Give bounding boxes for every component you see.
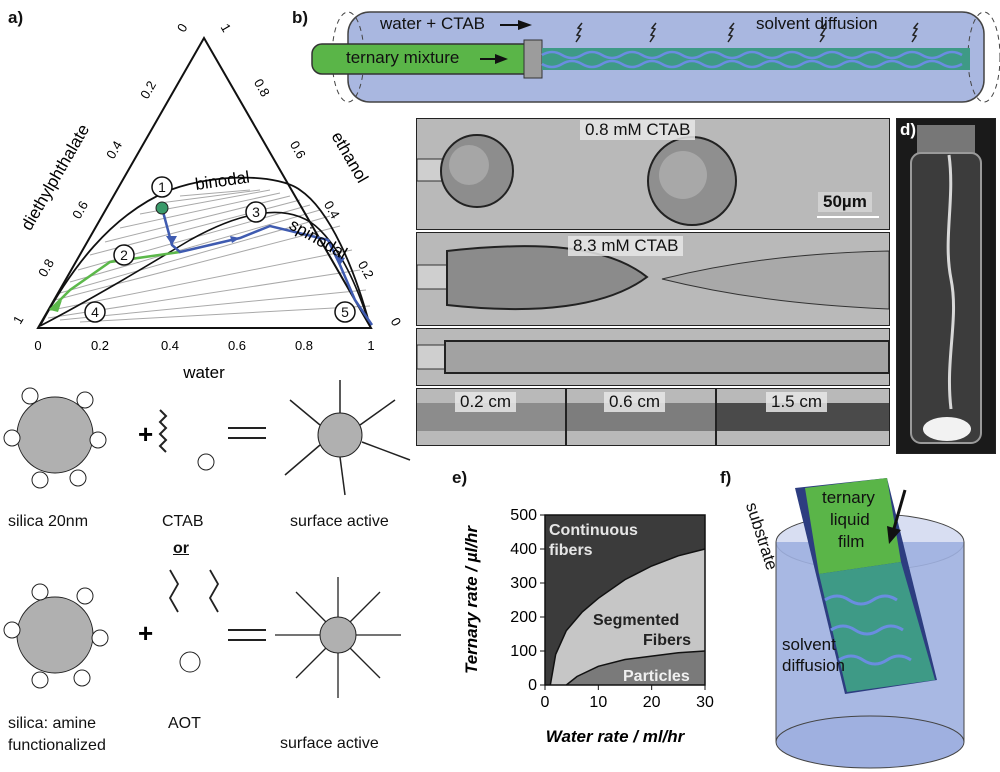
amine-label-2: functionalized <box>8 737 106 754</box>
x-tick-label: 30 <box>696 694 714 711</box>
point-4: 4 <box>91 304 99 320</box>
upper-boundary-line <box>549 548 706 686</box>
label-particles: Particles <box>623 668 690 685</box>
left-tick: 0.2 <box>137 78 159 101</box>
spinodal-label: spinodal <box>286 215 350 263</box>
label-0p6cm: 0.6 cm <box>604 392 666 412</box>
right-tick: 0 <box>388 315 405 329</box>
label-segmented-1: Segmented <box>593 612 679 629</box>
label-8p3mM: 8.3 mM CTAB <box>568 236 684 256</box>
label-segmented-2: Fibers <box>643 632 691 649</box>
chart-ylabel: Ternary rate / µl/hr <box>462 525 481 674</box>
bottom-tick: 0.8 <box>295 338 313 353</box>
right-axis-title: ethanol <box>328 128 372 186</box>
point-3: 3 <box>252 204 260 220</box>
diffusion-label-2: diffusion <box>782 656 846 675</box>
vial-photo <box>896 118 996 454</box>
x-tick-label: 10 <box>589 694 607 711</box>
point-5: 5 <box>341 304 349 320</box>
tube-schematic <box>311 11 1000 103</box>
binodal-label: binodal <box>194 168 251 194</box>
panel-e-label: e) <box>452 468 468 487</box>
y-tick-label: 0 <box>528 677 537 694</box>
bottom-tick: 0.2 <box>91 338 109 353</box>
svg-text:+: + <box>138 419 153 449</box>
green-path <box>49 250 181 311</box>
micrograph-8p3mM <box>416 232 890 326</box>
label-0p8mM: 0.8 mM CTAB <box>580 120 696 140</box>
panel-d-label: d) <box>900 120 917 139</box>
point-2: 2 <box>120 247 128 263</box>
y-tick-label: 400 <box>510 541 537 558</box>
binodal-curve <box>39 176 371 327</box>
start-point <box>155 201 169 215</box>
left-tick: 0 <box>174 21 191 35</box>
x-tick-label: 20 <box>643 694 661 711</box>
inner-flow-label: ternary mixture <box>346 48 460 67</box>
or-label: or <box>173 540 189 557</box>
label-1p5cm: 1.5 cm <box>766 392 828 412</box>
point-1: 1 <box>158 179 166 195</box>
rate-chart: 0 10 20 300100200300400500ContinuousfibersS… <box>462 507 714 746</box>
diffusion-label-1: solvent <box>782 635 836 654</box>
aot-label: AOT <box>168 715 201 732</box>
film-label-1: ternary <box>822 488 875 507</box>
film-label-2: liquid <box>830 510 870 529</box>
region-particles <box>566 651 705 685</box>
bottom-tick: 0 <box>34 338 41 353</box>
plot-frame <box>544 514 706 686</box>
label-0p2cm: 0.2 cm <box>455 392 517 412</box>
svg-text:+: + <box>138 618 153 648</box>
scale-bar-label: 50µm <box>818 192 872 212</box>
solvent-diffusion-label: solvent diffusion <box>756 14 878 33</box>
surface-active-label-1: surface active <box>290 513 389 530</box>
left-tick: 0.6 <box>69 198 91 221</box>
left-tick: 0.4 <box>103 138 125 161</box>
silica-20nm-label: silica 20nm <box>8 513 89 530</box>
ctab-label: CTAB <box>162 513 204 530</box>
dip-schematic <box>775 478 965 769</box>
outer-flow-label: water + CTAB <box>380 14 486 33</box>
chart-xlabel: Water rate / ml/hr <box>546 727 686 746</box>
film-label-3: film <box>838 532 865 551</box>
amine-label-1: silica: amine <box>8 715 97 732</box>
green-arrowhead <box>50 300 62 312</box>
label-continuous-1: Continuous <box>549 522 638 539</box>
y-tick-label: 500 <box>510 507 537 524</box>
bottom-tick: 1 <box>367 338 374 353</box>
region-segmented <box>550 549 705 685</box>
x-tick-label: 0 <box>541 694 550 711</box>
bottom-tick: 0.6 <box>228 338 246 353</box>
panel-b-label: b) <box>292 8 309 27</box>
lower-boundary-line <box>565 650 706 686</box>
ternary-diagram: 1 2 3 4 5 binodal spinodal 0 0.2 0.4 0.6… <box>10 21 405 382</box>
right-tick: 0.2 <box>355 258 377 281</box>
y-tick-label: 200 <box>510 609 537 626</box>
panel-a-label: a) <box>8 8 24 27</box>
y-tick-label: 300 <box>510 575 537 592</box>
particle-schematic: + + <box>3 380 411 698</box>
right-tick: 1 <box>218 21 235 35</box>
left-tick: 0.8 <box>35 256 57 279</box>
blue-path <box>160 207 374 326</box>
micrograph-fiber <box>416 328 890 386</box>
panel-f-label: f) <box>720 468 732 487</box>
bottom-axis-title: water <box>182 363 225 382</box>
right-tick: 0.8 <box>251 76 273 99</box>
right-tick: 0.6 <box>287 138 309 161</box>
surface-active-label-2: surface active <box>280 735 379 752</box>
left-tick: 1 <box>10 313 27 327</box>
label-continuous-2: fibers <box>549 542 593 559</box>
y-tick-label: 100 <box>510 643 537 660</box>
bottom-tick: 0.4 <box>161 338 179 353</box>
